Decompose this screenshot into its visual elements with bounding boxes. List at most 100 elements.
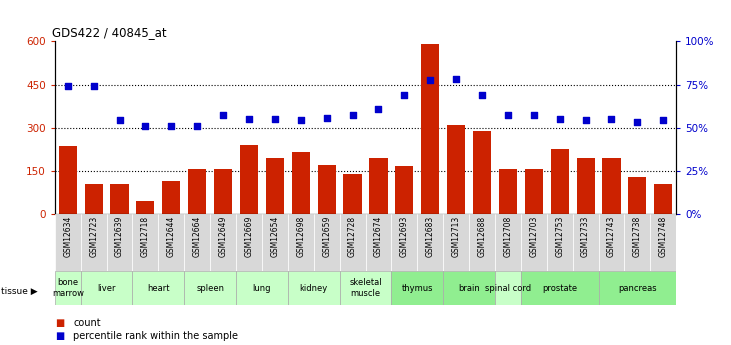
Text: tissue ▶: tissue ▶ — [1, 287, 38, 296]
Bar — [85, 184, 103, 214]
Bar — [366, 214, 391, 271]
Bar — [80, 271, 132, 305]
Text: thymus: thymus — [401, 284, 433, 293]
Text: GSM12703: GSM12703 — [529, 216, 538, 257]
Bar — [391, 214, 417, 271]
Text: GSM12649: GSM12649 — [219, 216, 227, 257]
Bar — [55, 214, 80, 271]
Point — [88, 83, 99, 89]
Bar — [340, 214, 366, 271]
Bar — [340, 271, 391, 305]
Bar — [159, 214, 184, 271]
Point — [425, 77, 436, 83]
Point — [243, 116, 255, 122]
Bar — [628, 177, 646, 214]
Text: GSM12713: GSM12713 — [452, 216, 461, 257]
Point — [632, 119, 643, 125]
Bar — [495, 214, 520, 271]
Text: GSM12728: GSM12728 — [348, 216, 357, 257]
Bar — [162, 181, 181, 214]
Bar — [137, 201, 154, 214]
Bar — [240, 145, 258, 214]
Text: GSM12659: GSM12659 — [322, 216, 331, 257]
Bar — [214, 169, 232, 214]
Bar — [499, 169, 517, 214]
Bar — [314, 214, 340, 271]
Bar — [132, 271, 184, 305]
Text: GSM12669: GSM12669 — [244, 216, 254, 257]
Bar — [236, 271, 288, 305]
Bar — [525, 169, 543, 214]
Bar — [602, 158, 621, 214]
Bar — [473, 130, 491, 214]
Bar — [469, 214, 495, 271]
Point — [62, 83, 74, 89]
Text: GSM12639: GSM12639 — [115, 216, 124, 257]
Point — [295, 118, 306, 123]
Text: GSM12708: GSM12708 — [504, 216, 512, 257]
Bar — [395, 166, 414, 214]
Bar — [188, 169, 206, 214]
Bar — [421, 44, 439, 214]
Bar — [55, 271, 80, 305]
Text: lung: lung — [253, 284, 271, 293]
Point — [528, 112, 539, 117]
Text: bone
marrow: bone marrow — [52, 278, 84, 298]
Point — [476, 92, 488, 97]
Bar — [521, 214, 547, 271]
Point — [398, 92, 410, 97]
Text: brain: brain — [458, 284, 480, 293]
Bar — [236, 214, 262, 271]
Bar — [184, 271, 236, 305]
Point — [321, 115, 333, 120]
Text: spinal cord: spinal cord — [485, 284, 531, 293]
Text: GSM12738: GSM12738 — [633, 216, 642, 257]
Bar — [107, 214, 132, 271]
Text: liver: liver — [97, 284, 115, 293]
Bar — [624, 214, 651, 271]
Text: GSM12743: GSM12743 — [607, 216, 616, 257]
Point — [605, 116, 617, 122]
Text: GSM12664: GSM12664 — [193, 216, 202, 257]
Text: GSM12733: GSM12733 — [581, 216, 590, 257]
Bar — [211, 214, 236, 271]
Text: spleen: spleen — [196, 284, 224, 293]
Bar — [266, 158, 284, 214]
Text: GSM12723: GSM12723 — [89, 216, 98, 257]
Text: count: count — [73, 318, 101, 327]
Bar — [599, 271, 676, 305]
Bar — [184, 214, 211, 271]
Bar — [572, 214, 599, 271]
Bar — [288, 214, 314, 271]
Point — [165, 124, 177, 129]
Bar — [132, 214, 159, 271]
Text: ■: ■ — [55, 318, 64, 327]
Bar — [599, 214, 624, 271]
Bar — [262, 214, 288, 271]
Point — [346, 112, 358, 117]
Text: heart: heart — [147, 284, 170, 293]
Bar — [288, 271, 340, 305]
Bar — [447, 125, 465, 214]
Bar — [443, 271, 495, 305]
Text: GSM12718: GSM12718 — [141, 216, 150, 257]
Bar — [521, 271, 599, 305]
Bar — [443, 214, 469, 271]
Text: GSM12688: GSM12688 — [477, 216, 487, 257]
Point — [192, 124, 203, 129]
Point — [502, 112, 514, 117]
Text: GDS422 / 40845_at: GDS422 / 40845_at — [52, 26, 167, 39]
Point — [580, 118, 591, 123]
Text: GSM12698: GSM12698 — [296, 216, 306, 257]
Text: GSM12644: GSM12644 — [167, 216, 176, 257]
Text: percentile rank within the sample: percentile rank within the sample — [73, 332, 238, 341]
Point — [554, 116, 566, 122]
Text: GSM12674: GSM12674 — [374, 216, 383, 257]
Text: GSM12753: GSM12753 — [555, 216, 564, 257]
Text: GSM12683: GSM12683 — [425, 216, 435, 257]
Point — [657, 118, 669, 123]
Bar — [495, 271, 520, 305]
Bar — [550, 149, 569, 214]
Text: skeletal
muscle: skeletal muscle — [349, 278, 382, 298]
Text: ■: ■ — [55, 332, 64, 341]
